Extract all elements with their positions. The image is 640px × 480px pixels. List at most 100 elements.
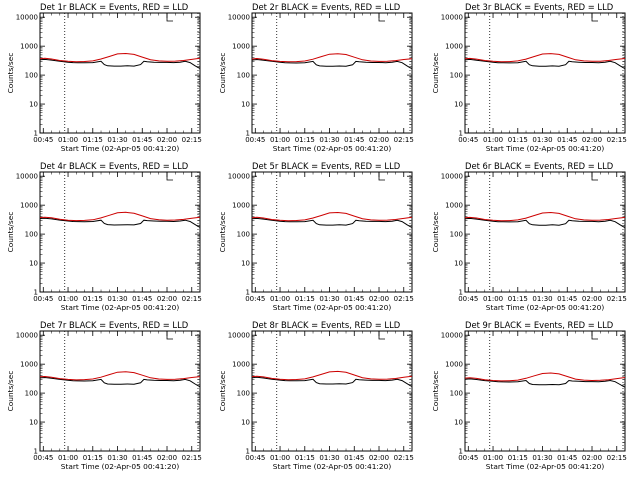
x-tick-label: 01:30 [532,136,552,144]
x-tick-label: 01:30 [319,454,339,462]
y-tick-label: 100 [450,231,463,239]
y-tick-label: 10000 [228,173,250,181]
plot-frame [39,12,201,134]
flag-marker [166,331,174,340]
y-axis-label: Counts/sec [431,371,440,412]
x-axis-label: Start Time (02-Apr-05 00:41:20) [273,462,392,471]
x-tick-label: 01:00 [58,136,78,144]
y-tick-label: 10 [241,260,250,268]
x-tick-label: 01:45 [344,295,364,303]
y-axis-label: Counts/sec [6,53,15,94]
y-tick-label: 10 [241,101,250,109]
x-axis-label: Start Time (02-Apr-05 00:41:20) [486,303,605,312]
x-tick-label: 01:00 [483,136,503,144]
y-tick-label: 10000 [228,14,250,22]
x-tick-label: 01:45 [132,136,152,144]
y-tick-label: 10 [454,419,463,427]
y-axis-label: Counts/sec [431,53,440,94]
series-lld [464,53,626,63]
y-tick-label: 1 [459,289,463,297]
y-tick-label: 10000 [16,173,38,181]
y-tick-label: 100 [237,231,250,239]
x-tick-label: 01:45 [557,454,577,462]
series-events [464,58,626,69]
plot-frame [251,171,413,293]
x-tick-label: 00:45 [33,454,53,462]
x-tick-label: 01:45 [132,454,152,462]
flag-marker [591,172,599,181]
x-tick-label: 02:15 [394,295,414,303]
panel-title: Det 9r BLACK = Events, RED = LLD [465,320,613,330]
y-tick-label: 100 [25,231,38,239]
y-axis-label: Counts/sec [431,212,440,253]
y-tick-label: 100 [25,72,38,80]
flag-marker [591,13,599,22]
y-tick-label: 10 [454,260,463,268]
y-tick-label: 100 [450,390,463,398]
y-tick-label: 10000 [441,332,463,340]
x-tick-label: 01:45 [132,295,152,303]
x-tick-label: 01:15 [508,454,528,462]
y-tick-label: 10 [241,419,250,427]
x-tick-label: 01:15 [83,454,103,462]
detector-panel-5r: Det 5r BLACK = Events, RED = LLD 1 10 100 10… [218,161,414,312]
plot-frame [464,171,626,293]
flag-marker [378,331,386,340]
series-events [251,58,413,70]
detector-panel-3r: Det 3r BLACK = Events, RED = LLD 1 10 100 10… [431,2,627,153]
x-tick-label: 02:00 [369,454,389,462]
series-lld [39,52,201,63]
y-tick-label: 100 [237,72,250,80]
detector-panel-4r: Det 4r BLACK = Events, RED = LLD 1 10 100 10… [6,161,202,312]
x-tick-label: 02:00 [157,295,177,303]
y-axis-label: Counts/sec [218,371,227,412]
y-tick-label: 1 [34,289,38,297]
x-tick-label: 00:45 [245,136,265,144]
x-tick-label: 01:30 [107,136,127,144]
x-tick-label: 01:30 [319,136,339,144]
plot-frame [464,12,626,134]
panel-title: Det 5r BLACK = Events, RED = LLD [252,161,400,171]
series-lld [39,371,201,381]
series-events [39,376,201,388]
y-tick-label: 10000 [441,173,463,181]
x-tick-label: 02:15 [182,136,202,144]
y-tick-label: 1 [246,130,250,138]
x-tick-label: 02:15 [607,454,627,462]
x-tick-label: 01:30 [532,454,552,462]
x-tick-label: 02:15 [607,136,627,144]
y-tick-label: 1 [34,130,38,138]
x-tick-label: 01:30 [532,295,552,303]
panel-title: Det 2r BLACK = Events, RED = LLD [252,2,400,12]
panel-title: Det 1r BLACK = Events, RED = LLD [40,2,188,12]
plot-frame [39,171,201,293]
y-tick-label: 10000 [16,14,38,22]
y-tick-label: 1 [34,448,38,456]
y-tick-label: 1000 [445,43,463,51]
x-tick-label: 00:45 [245,295,265,303]
y-axis-label: Counts/sec [6,212,15,253]
y-tick-label: 1000 [232,43,250,51]
x-tick-label: 02:00 [582,454,602,462]
y-tick-label: 100 [237,390,250,398]
detector-panel-7r: Det 7r BLACK = Events, RED = LLD 1 10 100 10… [6,320,202,471]
panel-title: Det 3r BLACK = Events, RED = LLD [465,2,613,12]
y-tick-label: 10000 [16,332,38,340]
series-lld [464,211,626,222]
y-tick-label: 1000 [20,43,38,51]
x-tick-label: 01:00 [58,454,78,462]
series-events [39,58,201,69]
x-tick-label: 01:45 [344,136,364,144]
flag-marker [378,13,386,22]
x-tick-label: 02:00 [157,454,177,462]
plot-frame [464,330,626,452]
x-tick-label: 01:00 [270,454,290,462]
x-tick-label: 02:00 [369,136,389,144]
x-tick-label: 01:00 [270,136,290,144]
y-tick-label: 100 [450,72,463,80]
x-tick-label: 01:00 [270,295,290,303]
x-tick-label: 01:30 [319,295,339,303]
y-tick-label: 1 [246,448,250,456]
x-axis-label: Start Time (02-Apr-05 00:41:20) [61,462,180,471]
x-tick-label: 00:45 [458,136,478,144]
